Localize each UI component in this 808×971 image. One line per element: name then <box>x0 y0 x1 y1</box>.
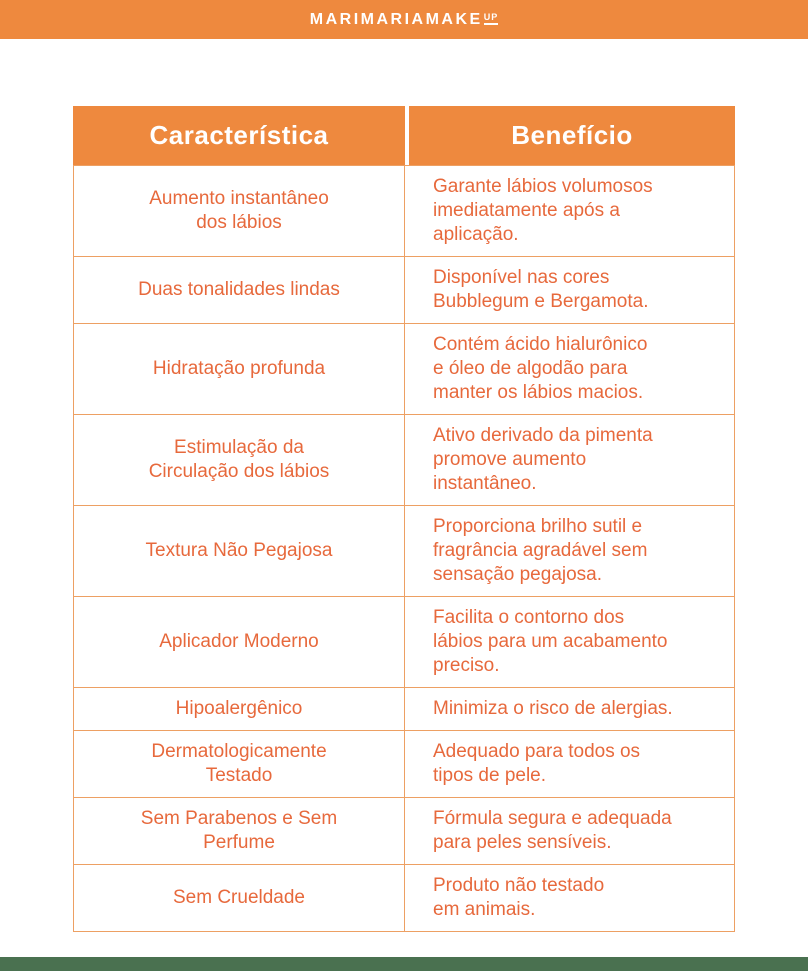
feature-cell: Sem Crueldade <box>74 865 405 931</box>
column-header-feature: Característica <box>73 106 405 165</box>
feature-cell: Aumento instantâneo dos lábios <box>74 166 405 256</box>
footer-green-bar <box>0 957 808 971</box>
table-row: Dermatologicamente Testado Adequado para… <box>74 730 734 797</box>
brand-logo-text: MARIMARIAMAKE <box>309 10 483 28</box>
feature-cell: Sem Parabenos e Sem Perfume <box>74 798 405 864</box>
benefit-cell: Contém ácido hialurônico e óleo de algod… <box>433 334 648 403</box>
benefit-cell: Garante lábios volumosos imediatamente a… <box>433 176 653 245</box>
feature-cell: Duas tonalidades lindas <box>74 257 405 323</box>
benefit-cell: Produto não testado em animais. <box>433 875 605 920</box>
table-row: Aplicador Moderno Facilita o contorno do… <box>74 596 734 687</box>
table-row: Estimulação da Circulação dos lábios Ati… <box>74 414 734 505</box>
benefit-cell: Fórmula segura e adequada para peles sen… <box>433 808 672 853</box>
table-row: Aumento instantâneo dos lábios Garante l… <box>74 166 734 256</box>
benefit-cell: Adequado para todos os tipos de pele. <box>433 741 641 786</box>
table-body: Aumento instantâneo dos lábios Garante l… <box>73 165 735 932</box>
table-row: Hidratação profunda Contém ácido hialurô… <box>74 323 734 414</box>
feature-cell: Aplicador Moderno <box>74 597 405 687</box>
benefit-cell: Disponível nas cores Bubblegum e Bergamo… <box>433 267 649 312</box>
brand-logo: MARIMARIAMAKE UP <box>309 10 499 29</box>
table-row: Textura Não Pegajosa Proporciona brilho … <box>74 505 734 596</box>
benefit-cell: Proporciona brilho sutil e fragrância ag… <box>433 516 648 585</box>
brand-logo-suffix: UP <box>483 12 499 25</box>
benefit-cell: Minimiza o risco de alergias. <box>433 698 673 719</box>
benefit-cell: Facilita o contorno dos lábios para um a… <box>433 607 668 676</box>
feature-cell: Estimulação da Circulação dos lábios <box>74 415 405 505</box>
feature-cell: Hidratação profunda <box>74 324 405 414</box>
table-row: Sem Parabenos e Sem Perfume Fórmula segu… <box>74 797 734 864</box>
benefit-cell: Ativo derivado da pimenta promove aument… <box>433 425 653 494</box>
column-header-benefit: Benefício <box>409 106 735 165</box>
table-header-row: Característica Benefício <box>73 106 735 165</box>
feature-cell: Hipoalergênico <box>74 688 405 730</box>
features-benefits-table: Característica Benefício Aumento instant… <box>73 106 735 932</box>
feature-cell: Textura Não Pegajosa <box>74 506 405 596</box>
table-row: Hipoalergênico Minimiza o risco de alerg… <box>74 687 734 730</box>
top-brand-bar: MARIMARIAMAKE UP <box>0 0 808 39</box>
feature-cell: Dermatologicamente Testado <box>74 731 405 797</box>
table-row: Duas tonalidades lindas Disponível nas c… <box>74 256 734 323</box>
table-row: Sem Crueldade Produto não testado em ani… <box>74 864 734 931</box>
